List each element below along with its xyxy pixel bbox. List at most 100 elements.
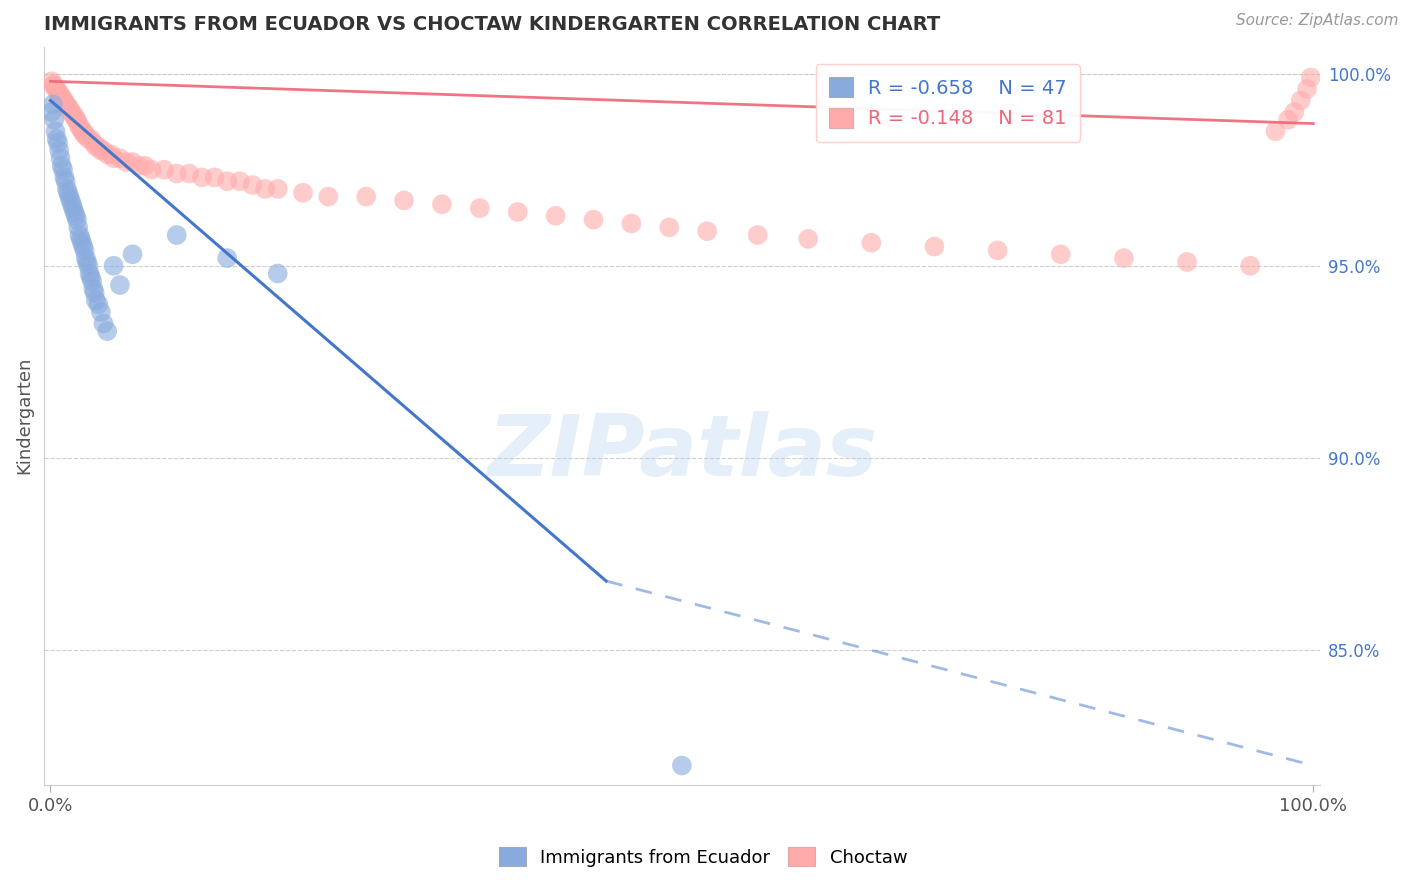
Point	[100, 147, 122, 161]
Point	[93, 317, 115, 331]
Point	[924, 239, 946, 253]
Point	[82, 136, 104, 150]
Point	[62, 201, 84, 215]
Point	[75, 251, 97, 265]
Point	[67, 220, 90, 235]
Point	[96, 324, 118, 338]
Y-axis label: Kindergarten: Kindergarten	[15, 357, 32, 475]
Point	[69, 120, 91, 135]
Point	[582, 212, 605, 227]
Point	[1284, 105, 1306, 120]
Point	[73, 244, 96, 258]
Point	[153, 162, 176, 177]
Point	[69, 232, 91, 246]
Point	[84, 293, 107, 308]
Point	[53, 170, 76, 185]
Point	[1112, 251, 1135, 265]
Point	[217, 251, 239, 265]
Point	[121, 155, 143, 169]
Point	[53, 94, 76, 108]
Point	[56, 182, 79, 196]
Point	[671, 758, 693, 772]
Point	[134, 159, 156, 173]
Point	[44, 124, 66, 138]
Point	[72, 124, 94, 138]
Point	[108, 151, 131, 165]
Point	[90, 305, 112, 319]
Point	[55, 174, 77, 188]
Point	[56, 101, 79, 115]
Point	[51, 159, 73, 173]
Point	[79, 267, 101, 281]
Point	[166, 227, 188, 242]
Point	[69, 120, 91, 135]
Point	[77, 259, 100, 273]
Point	[747, 227, 769, 242]
Point	[44, 78, 66, 92]
Point	[51, 89, 73, 103]
Point	[66, 112, 89, 127]
Point	[620, 217, 643, 231]
Point	[179, 167, 201, 181]
Point	[58, 189, 80, 203]
Point	[52, 162, 75, 177]
Text: IMMIGRANTS FROM ECUADOR VS CHOCTAW KINDERGARTEN CORRELATION CHART: IMMIGRANTS FROM ECUADOR VS CHOCTAW KINDE…	[44, 15, 941, 34]
Point	[52, 94, 75, 108]
Point	[658, 220, 681, 235]
Point	[544, 209, 567, 223]
Point	[70, 124, 93, 138]
Point	[76, 255, 98, 269]
Point	[41, 105, 63, 120]
Point	[1299, 70, 1322, 85]
Point	[75, 128, 97, 142]
Point	[44, 112, 66, 127]
Point	[63, 109, 86, 123]
Point	[506, 205, 529, 219]
Point	[141, 162, 163, 177]
Point	[80, 270, 103, 285]
Legend: R = -0.658    N = 47, R = -0.148    N = 81: R = -0.658 N = 47, R = -0.148 N = 81	[815, 63, 1080, 142]
Point	[696, 224, 718, 238]
Point	[267, 267, 290, 281]
Point	[66, 212, 89, 227]
Point	[468, 201, 491, 215]
Point	[860, 235, 883, 250]
Point	[90, 144, 112, 158]
Point	[77, 132, 100, 146]
Point	[44, 82, 66, 96]
Point	[316, 189, 339, 203]
Text: Source: ZipAtlas.com: Source: ZipAtlas.com	[1236, 13, 1399, 29]
Point	[70, 235, 93, 250]
Text: ZIPatlas: ZIPatlas	[486, 411, 877, 494]
Point	[987, 244, 1010, 258]
Point	[42, 78, 65, 92]
Point	[128, 159, 150, 173]
Point	[1264, 124, 1286, 138]
Point	[115, 155, 138, 169]
Point	[292, 186, 315, 200]
Point	[46, 136, 69, 150]
Point	[65, 112, 87, 127]
Point	[87, 297, 110, 311]
Legend: Immigrants from Ecuador, Choctaw: Immigrants from Ecuador, Choctaw	[492, 840, 914, 874]
Point	[46, 86, 69, 100]
Point	[62, 109, 84, 123]
Point	[56, 97, 79, 112]
Point	[87, 139, 110, 153]
Point	[93, 144, 115, 158]
Point	[84, 139, 107, 153]
Point	[72, 239, 94, 253]
Point	[1239, 259, 1261, 273]
Point	[1289, 94, 1312, 108]
Point	[204, 170, 226, 185]
Point	[83, 285, 105, 300]
Point	[41, 74, 63, 88]
Point	[60, 105, 83, 120]
Point	[96, 147, 118, 161]
Point	[82, 274, 104, 288]
Point	[217, 174, 239, 188]
Point	[65, 209, 87, 223]
Point	[59, 194, 82, 208]
Point	[430, 197, 453, 211]
Point	[69, 227, 91, 242]
